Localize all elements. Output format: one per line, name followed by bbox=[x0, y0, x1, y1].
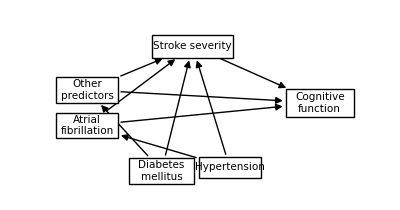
Text: Atrial
fibrillation: Atrial fibrillation bbox=[60, 115, 114, 136]
FancyBboxPatch shape bbox=[56, 77, 118, 103]
Text: Stroke severity: Stroke severity bbox=[153, 41, 232, 51]
Text: Cognitive
function: Cognitive function bbox=[295, 92, 344, 114]
Text: Diabetes
mellitus: Diabetes mellitus bbox=[138, 160, 185, 181]
FancyBboxPatch shape bbox=[129, 158, 194, 184]
Text: Hypertension: Hypertension bbox=[195, 163, 265, 172]
FancyBboxPatch shape bbox=[286, 89, 354, 117]
Text: Other
predictors: Other predictors bbox=[61, 79, 114, 101]
FancyBboxPatch shape bbox=[152, 35, 233, 58]
FancyBboxPatch shape bbox=[56, 113, 118, 138]
FancyBboxPatch shape bbox=[199, 157, 261, 178]
